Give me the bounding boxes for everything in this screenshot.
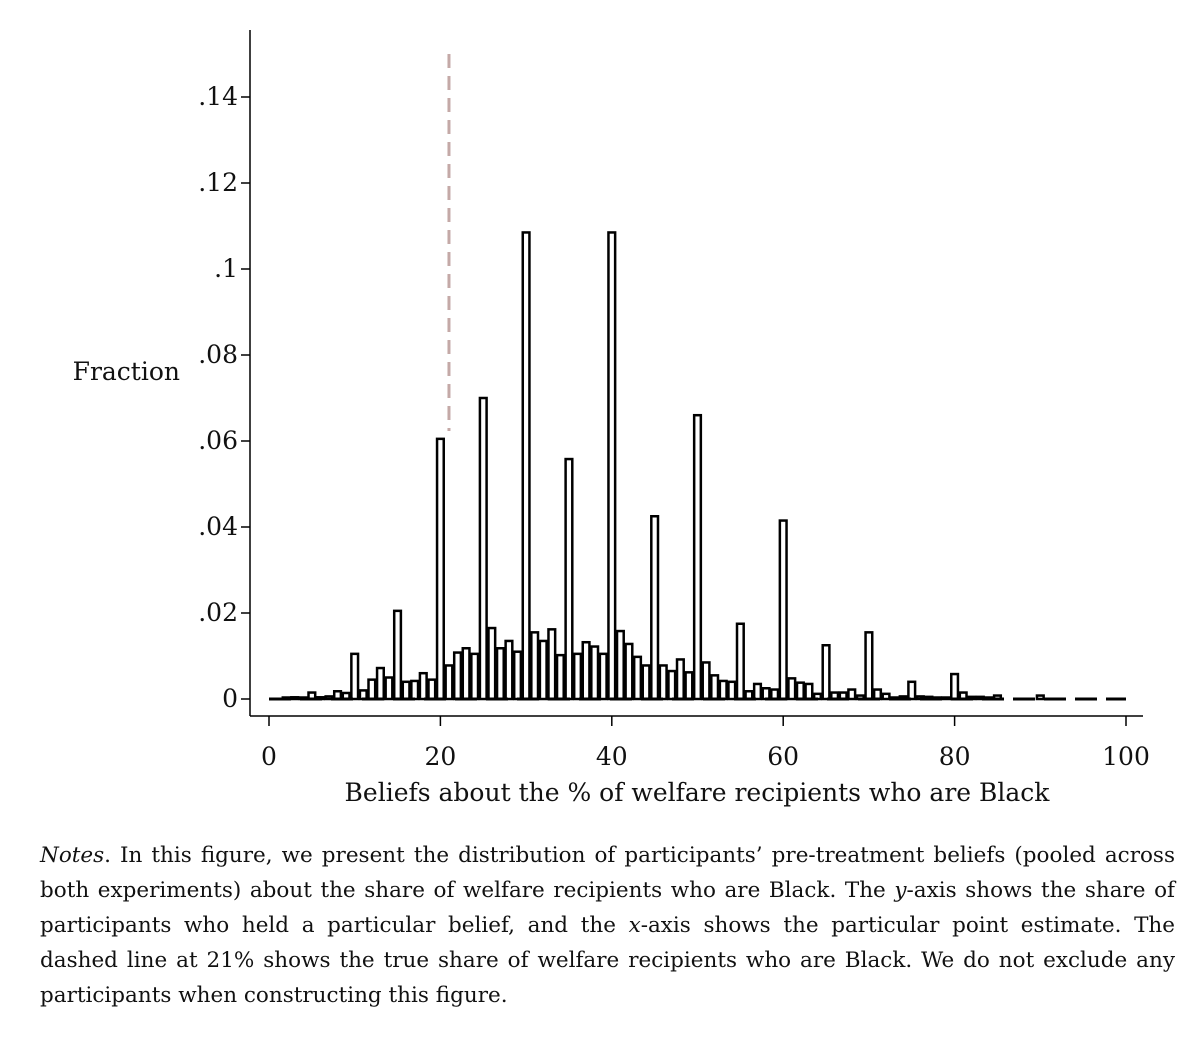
histogram-bar-70 bbox=[864, 631, 874, 701]
x-axis-ticks: 0 20 40 60 80 100 bbox=[261, 716, 1150, 771]
histogram-bar-16 bbox=[401, 680, 411, 701]
histogram-bar-60 bbox=[778, 519, 788, 701]
histogram-bar-45 bbox=[650, 515, 660, 701]
x-tick-label: 60 bbox=[767, 742, 799, 771]
x-tick-label: 0 bbox=[261, 742, 277, 771]
notes-text-2: -axis shows the share of participants wh… bbox=[40, 878, 1175, 938]
histogram-bar-68 bbox=[847, 688, 857, 701]
histogram-bar-3 bbox=[290, 696, 300, 701]
histogram-bar-15 bbox=[392, 609, 403, 701]
histogram-bar-49 bbox=[684, 671, 694, 701]
histogram-bar-80 bbox=[950, 672, 960, 701]
y-tick-label: .04 bbox=[198, 512, 238, 541]
histogram-bar-38 bbox=[590, 645, 600, 701]
histogram-bar-75 bbox=[907, 680, 917, 701]
histogram-bar-47 bbox=[667, 669, 677, 701]
histogram-bar-43 bbox=[632, 655, 643, 701]
histogram-bar-44 bbox=[641, 664, 651, 701]
histogram-bar-52 bbox=[710, 674, 720, 701]
histogram-bar-41 bbox=[615, 629, 625, 701]
y-tick-label: .12 bbox=[198, 168, 238, 197]
histogram-bar-27 bbox=[495, 647, 505, 701]
histogram-bar-12 bbox=[367, 678, 377, 701]
bars-layer bbox=[281, 231, 1045, 701]
histogram-bar-28 bbox=[504, 639, 514, 701]
histogram-bar-48 bbox=[675, 658, 685, 701]
notes-label: Notes bbox=[40, 843, 105, 868]
histogram-bar-55 bbox=[735, 622, 745, 701]
histogram-bar-54 bbox=[727, 680, 737, 701]
histogram-bar-33 bbox=[547, 628, 557, 701]
histogram-bar-57 bbox=[752, 682, 763, 701]
histogram-bar-39 bbox=[598, 652, 608, 701]
y-tick-label: .1 bbox=[214, 254, 238, 283]
histogram-bar-79 bbox=[941, 696, 951, 701]
histogram-bar-31 bbox=[530, 631, 540, 701]
histogram-bar-32 bbox=[538, 639, 548, 701]
notes-text-1: . In this figure, we present the distrib… bbox=[40, 843, 1175, 903]
histogram-bar-61 bbox=[787, 677, 797, 701]
histogram-bar-40 bbox=[607, 231, 617, 701]
x-tick-label: 20 bbox=[424, 742, 456, 771]
histogram-bar-51 bbox=[701, 661, 711, 701]
notes-text-3: -axis shows the particular point estimat… bbox=[40, 913, 1175, 1008]
x-tick-label: 40 bbox=[596, 742, 628, 771]
y-tick-label: .02 bbox=[198, 598, 238, 627]
histogram-bar-14 bbox=[384, 676, 394, 701]
y-axis-label: Fraction bbox=[73, 357, 180, 386]
histogram-bar-10 bbox=[350, 652, 360, 701]
histogram-bar-26 bbox=[487, 626, 497, 701]
histogram-bar-53 bbox=[718, 679, 728, 701]
histogram-bar-22 bbox=[452, 651, 463, 701]
histogram-bar-62 bbox=[795, 681, 805, 701]
histogram-bar-58 bbox=[761, 687, 771, 701]
histogram-bar-34 bbox=[555, 653, 565, 701]
histogram-bar-65 bbox=[821, 644, 831, 701]
histogram-chart: 0 .02 .04 .06 .08 .1 .12 .14 0 20 40 60 80 100 Fract… bbox=[73, 30, 1150, 807]
x-tick-label: 100 bbox=[1102, 742, 1150, 771]
histogram-bar-50 bbox=[692, 413, 703, 701]
histogram-bar-21 bbox=[444, 664, 454, 701]
y-tick-label: .14 bbox=[198, 82, 238, 111]
histogram-bar-46 bbox=[658, 664, 668, 701]
x-axis-mention: x bbox=[628, 913, 641, 938]
histogram-bar-13 bbox=[375, 666, 386, 701]
histogram-bar-23 bbox=[461, 647, 471, 701]
figure-notes: Notes. In this figure, we present the di… bbox=[40, 838, 1175, 1013]
histogram-bar-17 bbox=[410, 679, 420, 701]
histogram-bar-20 bbox=[435, 437, 445, 701]
y-tick-label: .08 bbox=[198, 340, 238, 369]
histogram-bar-25 bbox=[478, 396, 488, 701]
histogram-bar-30 bbox=[521, 231, 531, 701]
histogram-bar-72 bbox=[881, 692, 891, 701]
histogram-bar-37 bbox=[581, 640, 591, 701]
histogram-bar-90 bbox=[1035, 694, 1045, 701]
histogram-bar-29 bbox=[512, 650, 523, 701]
histogram-bar-24 bbox=[470, 652, 480, 701]
histogram-bar-35 bbox=[564, 457, 574, 701]
histogram-bar-18 bbox=[418, 671, 428, 701]
histogram-bar-42 bbox=[624, 642, 634, 701]
y-tick-label: 0 bbox=[222, 684, 238, 713]
y-tick-label: .06 bbox=[198, 426, 238, 455]
histogram-bar-19 bbox=[427, 678, 437, 701]
histogram-bar-63 bbox=[804, 682, 814, 701]
x-tick-label: 80 bbox=[939, 742, 971, 771]
x-axis-label: Beliefs about the % of welfare recipient… bbox=[345, 778, 1051, 807]
histogram-bar-36 bbox=[572, 652, 583, 701]
y-axis-ticks: 0 .02 .04 .06 .08 .1 .12 .14 bbox=[198, 82, 250, 713]
y-axis-mention: y bbox=[894, 878, 907, 903]
